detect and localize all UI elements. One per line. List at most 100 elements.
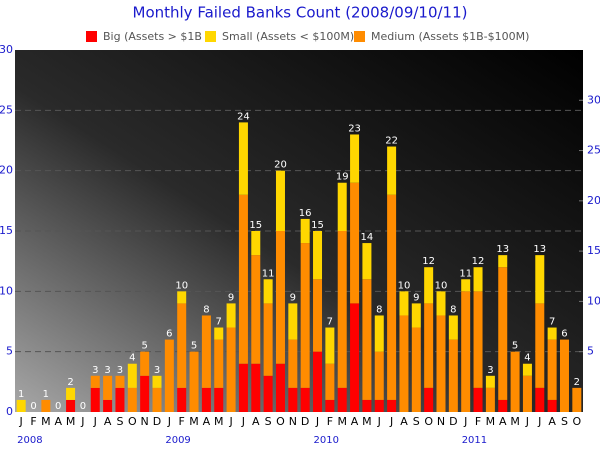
bar-segment [572, 387, 582, 412]
bar-segment [559, 339, 569, 412]
x-tick-label: J [463, 415, 467, 428]
x-tick-label: D [153, 415, 161, 428]
bar-segment [251, 363, 261, 412]
total-label: 5 [512, 341, 518, 352]
bar-segment [325, 363, 335, 400]
total-label: 7 [549, 317, 555, 328]
total-label: 1 [43, 389, 49, 400]
total-label: 3 [154, 365, 160, 376]
bar-segment [164, 339, 174, 412]
bar-segment [362, 399, 372, 412]
bar-segment [387, 194, 397, 400]
bar-segment [313, 351, 323, 412]
total-label: 3 [117, 365, 123, 376]
bar-segment [115, 387, 125, 412]
bar-segment [337, 231, 347, 388]
x-tick-label: O [128, 415, 137, 428]
bar-segment [115, 375, 125, 388]
total-label: 16 [299, 208, 312, 219]
bar-segment [362, 279, 372, 400]
total-label: 12 [422, 256, 435, 267]
x-tick-label: F [327, 415, 333, 428]
x-tick-label: N [289, 415, 297, 428]
x-tick-label: M [66, 415, 76, 428]
legend-swatch [86, 31, 97, 42]
bar-segment [300, 243, 310, 388]
x-tick-label: M [510, 415, 520, 428]
bar-segment [350, 303, 360, 412]
x-tick-label: D [449, 415, 457, 428]
bar-segment [411, 327, 421, 412]
total-label: 14 [361, 232, 374, 243]
bar-segment [152, 375, 162, 388]
year-label: 2008 [17, 435, 42, 446]
bar-segment [238, 363, 248, 412]
total-label: 5 [141, 341, 147, 352]
bar-segment [374, 399, 384, 412]
bar-segment [251, 255, 261, 364]
bar-segment [522, 375, 532, 412]
x-tick-label: J [167, 415, 171, 428]
x-tick-label: M [337, 415, 347, 428]
x-tick-label: J [19, 415, 23, 428]
x-tick-label: A [54, 415, 62, 428]
total-label: 0 [55, 401, 61, 412]
bar-segment [374, 315, 384, 352]
x-tick-label: O [276, 415, 285, 428]
y2-tick-label: 15 [587, 244, 600, 257]
x-tick-label: M [214, 415, 224, 428]
total-label: 9 [228, 292, 234, 303]
bar-segment [214, 339, 224, 388]
bar-segment [535, 303, 545, 388]
x-tick-label: S [561, 415, 568, 428]
bar-segment [103, 399, 113, 412]
total-label: 19 [336, 172, 349, 183]
y-tick-label: 30 [0, 43, 13, 56]
y2-tick-label: 30 [587, 93, 600, 106]
bar-segment [41, 399, 51, 412]
y2-tick-label: 5 [587, 345, 594, 358]
total-label: 7 [327, 317, 333, 328]
bar-segment [66, 387, 76, 400]
total-label: 10 [175, 280, 188, 291]
total-label: 0 [30, 401, 36, 412]
x-tick-label: J [389, 415, 393, 428]
total-label: 2 [574, 377, 580, 388]
bar-segment [214, 387, 224, 412]
bar-segment [177, 387, 187, 412]
total-label: 10 [435, 280, 448, 291]
bar-segment [251, 231, 261, 256]
x-tick-label: F [179, 415, 185, 428]
x-tick-label: O [572, 415, 581, 428]
x-tick-label: A [400, 415, 408, 428]
x-tick-label: N [141, 415, 149, 428]
x-tick-label: J [537, 415, 541, 428]
bar-segment [461, 291, 471, 412]
x-tick-label: A [499, 415, 507, 428]
bar-segment [300, 387, 310, 412]
bar-segment [547, 399, 557, 412]
total-label: 4 [129, 353, 135, 364]
bar-segment [313, 279, 323, 352]
bar-segment [473, 267, 483, 292]
bar-segment [424, 387, 434, 412]
total-label: 15 [311, 220, 324, 231]
chart-title: Monthly Failed Banks Count (2008/09/10/1… [133, 4, 468, 22]
bar-segment [473, 291, 483, 388]
bar-segment [201, 315, 211, 388]
x-tick-label: J [228, 415, 232, 428]
y-tick-label: 20 [0, 164, 13, 177]
bar-segment [288, 339, 298, 388]
bar-segment [226, 303, 236, 328]
legend-swatch [205, 31, 216, 42]
bar-segment [547, 327, 557, 340]
x-tick-label: M [41, 415, 51, 428]
x-tick-label: M [486, 415, 496, 428]
total-label: 1 [18, 389, 24, 400]
bar-segment [263, 375, 273, 412]
total-label: 15 [249, 220, 262, 231]
total-label: 11 [459, 268, 472, 279]
bar-segment [152, 387, 162, 412]
bar-segment [535, 387, 545, 412]
